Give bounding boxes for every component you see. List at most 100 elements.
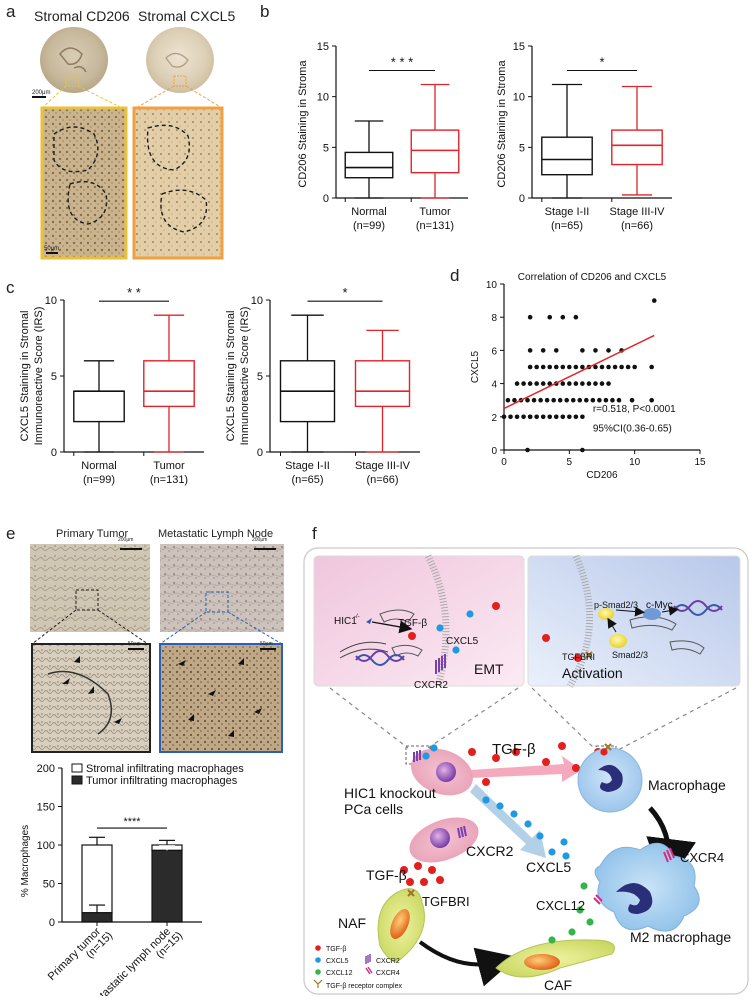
label-tgfbri-main: TGFBRI (422, 894, 470, 909)
m2-macrophage-cell (594, 842, 700, 932)
tgfb-dot (574, 654, 582, 662)
emt-tgfb-label: TGF-β (398, 618, 427, 629)
y-tick-label: 10 (513, 92, 525, 104)
panel-label-d: d (450, 266, 460, 285)
scatter-point (593, 364, 598, 370)
scatter-point (580, 381, 585, 386)
tma-core-cd206 (40, 27, 108, 93)
legend-label-tumor: Tumor infiltrating macrophages (86, 775, 238, 787)
tgfb-dot (408, 632, 416, 640)
scatter-point (547, 381, 553, 386)
act-psmad-label: p-Smad2/3 (594, 600, 638, 610)
act-cmyc-label: c-Myc (646, 600, 673, 611)
scatter-point (540, 348, 546, 353)
scatter-point (560, 314, 566, 320)
scatter-point (560, 414, 566, 420)
box-iqr (344, 151, 394, 179)
scatter-point (603, 397, 609, 403)
panel-d-chart: Correlation of CD206 and CXCL5 0 2 4 6 8 10 0 5 1… (470, 272, 706, 481)
category-label: Tumor (153, 460, 185, 472)
scatter-point (531, 397, 537, 403)
scalebar-label-e4: 50μm (260, 641, 273, 647)
y-tick-label: 0 (49, 917, 55, 929)
scatter-point (505, 397, 511, 403)
scatter-point (580, 447, 585, 453)
panel-label-c: c (6, 278, 15, 297)
y-tick-label: 0 (491, 446, 497, 457)
x-axis-label: CD206 (586, 470, 618, 481)
y-axis-label: CD206 Staining in Stroma (496, 60, 508, 188)
bar-tumor (81, 912, 113, 923)
legend-swatch-tumor (71, 775, 83, 785)
y-axis-label-line2: Immunoreactive Score (IRS) (33, 307, 45, 446)
zoom-cxcl5 (132, 106, 224, 260)
macrophage-arrows-primary (62, 656, 122, 724)
macrophage-cell (577, 747, 643, 813)
panel-label-e: e (6, 524, 16, 543)
scatter-point (606, 381, 611, 386)
panel-label-f: f (312, 524, 317, 543)
category-n-label: (n=131) (150, 474, 188, 486)
legend-tgfb: TGF-β (326, 946, 346, 953)
scatter-point (525, 447, 530, 453)
diagram-legend (313, 945, 373, 988)
scatter-point (567, 414, 572, 420)
legend-label-stromal: Stromal infiltrating macrophages (86, 763, 244, 775)
scalebar-label-a1: 200μm (32, 90, 51, 96)
scatter-point (567, 381, 572, 386)
scatter-point (512, 397, 517, 403)
panel-b-charts: CD206 Staining in Stroma 0 5 10 15 Normal (n=9… (297, 41, 672, 232)
scatter-point (540, 381, 546, 386)
legend-cxcl12: CXCL12 (326, 970, 353, 977)
y-tick-label: 0 (51, 447, 57, 459)
cxcl5-dot (436, 624, 444, 632)
significance-label: * * * (391, 55, 413, 70)
box-iqr (73, 390, 125, 423)
cxcl5-arrow (470, 784, 546, 858)
y-axis-label-line2: Immunoreactive Score (IRS) (239, 307, 251, 446)
y-tick-label: 5 (519, 142, 525, 154)
bar-tumor (151, 849, 183, 923)
y-tick-label: 0 (257, 447, 263, 459)
scatter-point (538, 397, 543, 403)
scatter-point (547, 364, 553, 370)
panel-label-a: a (6, 2, 16, 21)
scatter-point (527, 314, 533, 320)
cxcr2-receptor (435, 654, 446, 674)
panel-e-title-primary: Primary Tumor (56, 528, 129, 540)
box-iqr (541, 136, 593, 176)
y-tick-label: 10 (317, 92, 329, 104)
tgfb-arrow (470, 756, 582, 782)
category-n-label: (n=65) (291, 474, 323, 486)
emt-inset (313, 554, 525, 687)
label-tgfb-main: TGF-β (492, 741, 536, 758)
category-label: Normal (351, 206, 386, 218)
panel-a-micrographs (32, 27, 224, 260)
label-cxcl5-main: CXCL5 (526, 859, 571, 875)
panel-c-charts: CXCL5 Staining in Stromal Immunoreactive … (20, 288, 420, 486)
scalebar-label-a3: 50μm (44, 246, 60, 252)
emt-cxcl5-label: CXCL5 (446, 636, 479, 647)
label-macrophage: Macrophage (648, 777, 726, 793)
category-n-label: (n=131) (416, 220, 454, 232)
act-tgfbri-label: TGFBRI (562, 652, 595, 662)
category-label: Stage I-II (545, 206, 590, 218)
scatter-point (527, 381, 533, 386)
scatter-point (501, 414, 507, 420)
category-label: Stage III-IV (355, 460, 411, 472)
tgfb-dot (492, 602, 500, 610)
stat-annotation-r: r=0.518, P<0.0001 (593, 404, 676, 415)
scatter-point (514, 381, 520, 386)
scatter-point (573, 381, 579, 386)
legend-cxcl5: CXCL5 (326, 958, 349, 965)
label-tgfb-naf: TGF-β (366, 867, 407, 883)
y-tick-label: 5 (323, 142, 329, 154)
svg-text:-/-: -/- (354, 614, 360, 620)
scatter-point (514, 414, 520, 420)
y-axis-label: % Macrophages (20, 825, 31, 897)
legend-cxcr2: CXCR2 (376, 958, 400, 965)
scatter-point (573, 314, 579, 320)
primary-tumor-overview (30, 544, 150, 632)
label-cxcr2-main: CXCR2 (466, 843, 514, 859)
